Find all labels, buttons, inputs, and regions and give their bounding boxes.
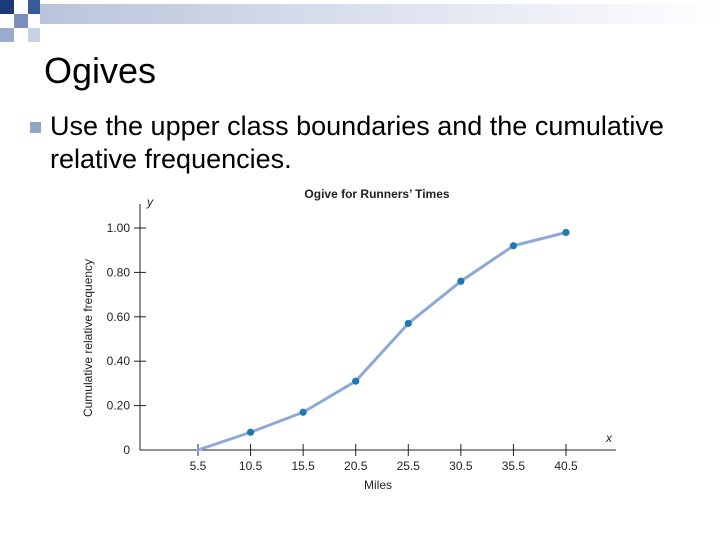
y-axis-symbol: y (146, 195, 154, 209)
x-axis-symbol: x (605, 431, 613, 445)
data-point (246, 428, 255, 436)
x-tick-label: 40.5 (554, 459, 578, 473)
x-tick-label: 15.5 (291, 459, 315, 473)
title-bar-decoration (0, 0, 720, 42)
data-point (562, 228, 570, 237)
x-tick-label: 35.5 (502, 459, 526, 473)
y-tick-label: 0.40 (107, 354, 131, 368)
y-tick-label: 1.00 (107, 221, 131, 235)
bullet-text: Use the upper class boundaries and the c… (50, 111, 664, 174)
y-tick-label: 0 (123, 443, 130, 457)
data-point (299, 408, 307, 416)
y-axis-label: Cumulative relative frequency (81, 259, 95, 417)
data-point (404, 319, 412, 328)
x-axis-label: Miles (364, 478, 392, 492)
ogive-chart: Ogive for Runners’ Times y x Cumulative … (81, 187, 616, 492)
x-tick-label: 30.5 (449, 459, 473, 473)
x-tick-label: 5.5 (190, 459, 207, 473)
series-line (196, 230, 568, 452)
x-tick-label: 20.5 (344, 459, 368, 473)
x-tick-label: 10.5 (239, 459, 263, 473)
y-tick-label: 0.80 (107, 265, 131, 279)
y-tick-label: 0.60 (107, 310, 131, 324)
x-ticks: 5.5 10.5 15.5 20.5 25.5 30.5 35.5 40.5 (190, 444, 578, 473)
data-point (509, 242, 518, 250)
y-tick-label: 0.20 (107, 399, 131, 413)
chart-title: Ogive for Runners’ Times (304, 187, 449, 201)
data-point (457, 277, 465, 285)
bullet-square-icon (30, 122, 41, 133)
x-tick-label: 25.5 (397, 459, 421, 473)
slide-title: Ogives (44, 50, 157, 91)
y-ticks: 0 0.20 0.40 0.60 0.80 1.00 (107, 221, 146, 457)
data-point (352, 377, 360, 385)
series (196, 228, 570, 452)
